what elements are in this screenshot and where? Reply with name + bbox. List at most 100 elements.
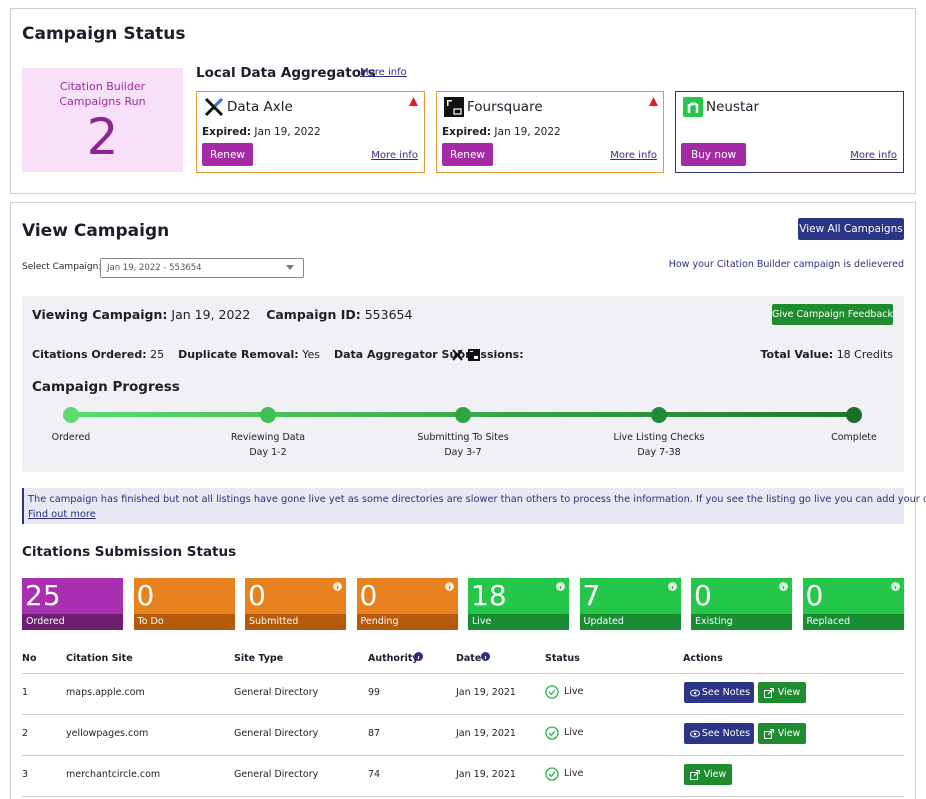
help-link[interactable]: How your Citation Builder campaign is de… bbox=[668, 259, 904, 270]
warning-icon bbox=[409, 97, 418, 106]
value: Jan 19, 2022 bbox=[171, 307, 251, 322]
row-rule bbox=[22, 714, 904, 715]
action-button[interactable]: See Notes bbox=[684, 682, 754, 703]
notice: The campaign has finished but not all li… bbox=[28, 494, 926, 505]
runs-count: 2 bbox=[86, 108, 119, 166]
runs-label: Citation Builder Campaigns Run bbox=[59, 80, 146, 108]
stat-strip bbox=[691, 614, 792, 630]
stat-value: 7 bbox=[582, 579, 601, 612]
status-icon bbox=[545, 685, 559, 699]
stat-value: 0 bbox=[694, 579, 712, 612]
label: Data Aggregator Submissions: bbox=[333, 348, 524, 361]
cell-status: Live bbox=[564, 768, 584, 779]
info-icon bbox=[779, 582, 788, 591]
more-info-link[interactable]: More info bbox=[371, 150, 418, 161]
cell-status: Live bbox=[564, 686, 584, 697]
dropdown-arrow bbox=[286, 265, 294, 270]
cell-date: Jan 19, 2021 bbox=[456, 769, 516, 780]
stat-value: 25 bbox=[25, 579, 61, 612]
card-name: Data Axle bbox=[227, 99, 293, 115]
info-icon bbox=[667, 582, 677, 591]
campaign-select[interactable]: Jan 19, 2022 - 553654 bbox=[100, 258, 304, 278]
details-box bbox=[22, 296, 904, 472]
more-info-link[interactable]: More info bbox=[850, 150, 897, 161]
feedback-button[interactable]: Give Campaign Feedback bbox=[772, 304, 893, 325]
value: Yes bbox=[302, 348, 320, 361]
progress-dot bbox=[260, 407, 276, 423]
stat-label: Ordered bbox=[26, 616, 65, 627]
button-icon bbox=[690, 729, 700, 739]
label: Campaign ID: bbox=[266, 307, 361, 322]
date: Jan 19, 2022 bbox=[494, 126, 561, 138]
logo bbox=[204, 97, 224, 117]
stat-strip bbox=[245, 614, 346, 630]
row-rule bbox=[22, 755, 904, 756]
column-header: Actions bbox=[683, 653, 723, 664]
row-rule bbox=[22, 796, 904, 797]
details-line: Citations Ordered: 25 Duplicate Removal:… bbox=[32, 348, 524, 361]
column-header: No bbox=[22, 653, 37, 664]
stat-strip bbox=[579, 614, 681, 630]
section-title: Campaign Status bbox=[22, 24, 186, 44]
stat-label: Pending bbox=[360, 616, 399, 627]
step-label: Reviewing Data bbox=[230, 432, 306, 443]
aggregators-title: Local Data Aggregators bbox=[196, 65, 376, 81]
stat-label: Submitted bbox=[249, 616, 299, 627]
stat-strip bbox=[22, 614, 123, 630]
cell-site: yellowpages.com bbox=[66, 728, 149, 739]
stat-value: 0 bbox=[805, 579, 824, 612]
cell-site: maps.apple.com bbox=[66, 687, 145, 698]
column-header: Site Type bbox=[234, 653, 284, 664]
label: Expired: bbox=[442, 126, 492, 138]
info-icon bbox=[414, 652, 423, 661]
stat-strip bbox=[468, 614, 569, 630]
cell-date: Jan 19, 2021 bbox=[456, 728, 516, 739]
expired-line: Expired: Jan 19, 2022 bbox=[202, 126, 321, 138]
view-all-button[interactable]: View All Campaigns bbox=[798, 218, 904, 240]
value: 18 Credits bbox=[836, 348, 893, 361]
notice-link[interactable]: Find out more bbox=[28, 509, 96, 520]
status-icon bbox=[545, 767, 559, 781]
label: Duplicate Removal: bbox=[178, 348, 299, 361]
more-info-link[interactable]: More info bbox=[360, 67, 407, 78]
stat-value: 18 bbox=[471, 579, 507, 612]
label: Total Value: bbox=[760, 348, 834, 361]
stat-label: Existing bbox=[695, 616, 733, 627]
column-header: Date bbox=[456, 653, 482, 664]
table-rule bbox=[22, 673, 904, 674]
card-button[interactable]: Renew bbox=[202, 143, 253, 166]
step-days: Day 3-7 bbox=[444, 447, 482, 458]
stat-label: Updated bbox=[583, 616, 624, 627]
notice-text: The campaign has finished but not all li… bbox=[28, 492, 926, 522]
column-header: Citation Site bbox=[66, 653, 133, 664]
card-button[interactable]: Renew bbox=[442, 143, 493, 166]
cell-no: 1 bbox=[22, 687, 29, 698]
status-icon bbox=[545, 726, 559, 740]
submission-title: Citations Submission Status bbox=[22, 544, 237, 560]
cell-authority: 74 bbox=[368, 769, 381, 780]
card-button[interactable]: Buy now bbox=[681, 143, 747, 166]
cell-authority: 99 bbox=[368, 687, 381, 698]
info-icon bbox=[890, 582, 900, 591]
progress-dot bbox=[455, 407, 471, 423]
logo bbox=[683, 97, 703, 117]
info-icon bbox=[556, 582, 565, 591]
label: Viewing Campaign: bbox=[32, 307, 168, 322]
more-info-link[interactable]: More info bbox=[610, 150, 657, 161]
action-button[interactable]: See Notes bbox=[684, 723, 754, 744]
step-days: Day 1-2 bbox=[249, 447, 287, 458]
cell-type: General Directory bbox=[234, 728, 319, 739]
step-label: Submitting To Sites bbox=[417, 432, 509, 443]
value: 553654 bbox=[364, 307, 413, 322]
button-icon bbox=[690, 770, 700, 780]
progress-dot bbox=[651, 407, 667, 423]
cell-no: 3 bbox=[22, 769, 29, 780]
stat-value: 0 bbox=[359, 579, 378, 612]
info-icon bbox=[444, 582, 454, 591]
step-label: Ordered bbox=[51, 432, 91, 443]
stat-label: Replaced bbox=[806, 616, 851, 627]
button-icon bbox=[764, 688, 774, 698]
column-header: Status bbox=[545, 653, 580, 664]
date: Jan 19, 2022 bbox=[254, 126, 321, 138]
